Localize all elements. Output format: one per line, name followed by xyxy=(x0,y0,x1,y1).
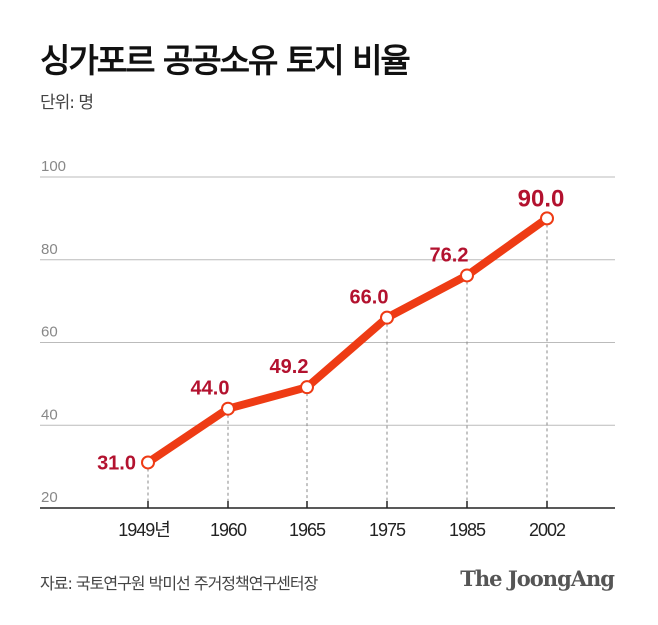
y-tick-label: 60 xyxy=(41,324,58,341)
data-point xyxy=(300,380,314,395)
data-label: 66.0 xyxy=(350,287,389,309)
y-tick-label: 40 xyxy=(41,406,58,423)
series-line xyxy=(145,215,550,466)
data-point xyxy=(221,401,235,416)
x-tick-label: 1985 xyxy=(449,520,486,540)
data-label: 31.0 xyxy=(97,452,136,474)
data-label: 49.2 xyxy=(270,356,309,378)
y-tick-label: 20 xyxy=(41,489,58,506)
y-tick-label: 80 xyxy=(41,241,58,258)
x-tick-label: 2002 xyxy=(529,520,566,540)
source-note: 자료: 국토연구원 박미선 주거정책연구센터장 xyxy=(40,574,318,593)
x-tick-label: 1949년 xyxy=(118,520,170,540)
data-label: 76.2 xyxy=(430,244,469,266)
data-label: 90.0 xyxy=(518,185,565,212)
unit-label: 단위: 명 xyxy=(40,93,94,113)
data-point xyxy=(141,455,155,470)
data-point xyxy=(540,211,554,226)
data-point xyxy=(460,268,474,283)
publisher-logo: The JoongAng xyxy=(460,566,615,591)
y-tick-label: 100 xyxy=(41,158,66,175)
chart-title: 싱가포르 공공소유 토지 비율 xyxy=(40,41,411,80)
data-point xyxy=(380,310,394,325)
x-tick-label: 1960 xyxy=(210,520,247,540)
x-tick-label: 1965 xyxy=(289,520,326,540)
x-tick-label: 1975 xyxy=(369,520,406,540)
data-label: 44.0 xyxy=(191,378,230,400)
